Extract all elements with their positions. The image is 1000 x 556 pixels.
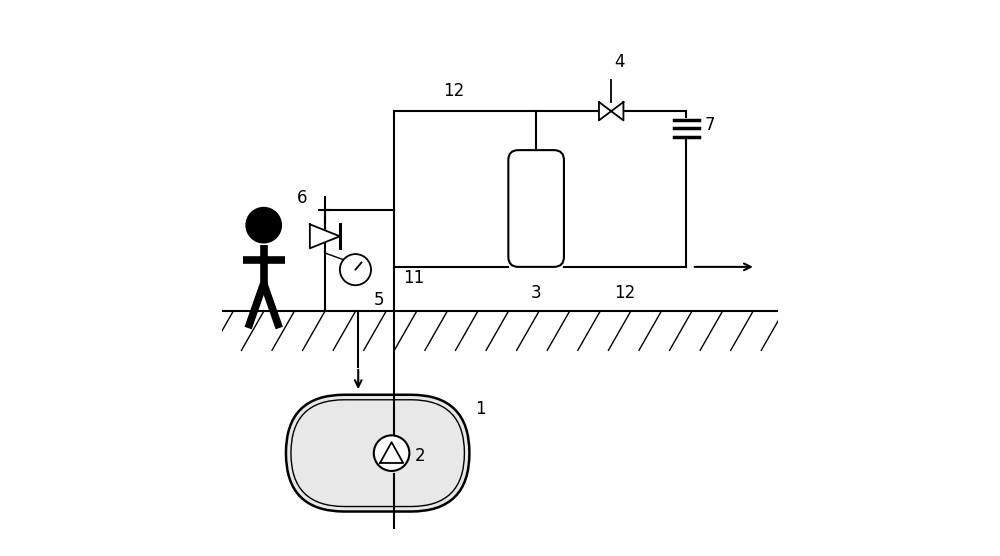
Text: 12: 12 <box>444 82 465 100</box>
Polygon shape <box>310 224 340 249</box>
Text: 1: 1 <box>475 400 486 418</box>
FancyBboxPatch shape <box>286 395 469 512</box>
Polygon shape <box>599 102 611 121</box>
Text: 6: 6 <box>297 190 307 207</box>
Circle shape <box>374 435 409 471</box>
Circle shape <box>340 254 371 285</box>
Text: 2: 2 <box>415 447 426 465</box>
Text: 5: 5 <box>374 291 384 309</box>
Polygon shape <box>611 102 623 121</box>
Circle shape <box>245 207 282 244</box>
Text: 7: 7 <box>704 116 715 134</box>
Text: 4: 4 <box>614 53 624 72</box>
Text: 12: 12 <box>614 284 636 301</box>
Text: 3: 3 <box>531 284 541 301</box>
Text: 11: 11 <box>403 269 424 287</box>
FancyBboxPatch shape <box>508 150 564 267</box>
